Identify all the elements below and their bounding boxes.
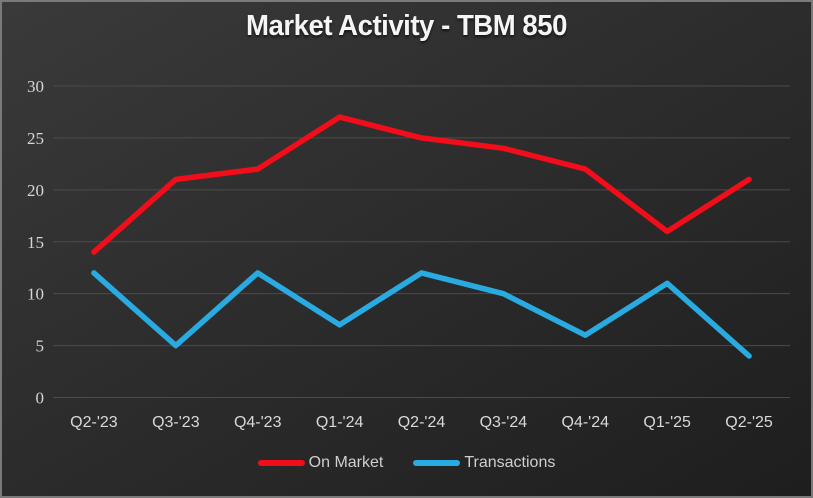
x-axis-category-label: Q3-'23	[152, 414, 200, 431]
chart-title: Market Activity - TBM 850	[246, 10, 567, 42]
legend-label-on-market: On Market	[308, 454, 384, 471]
legend-item-on-market: On Market	[257, 454, 384, 472]
series-line-on-market	[91, 114, 752, 255]
x-axis-category-label: Q2-'24	[398, 414, 446, 431]
y-axis-tick-label: 5	[36, 337, 45, 356]
legend-swatch-transactions	[413, 460, 461, 466]
x-axis-category-label: Q4-'23	[234, 414, 282, 431]
y-axis-tick-label: 0	[36, 389, 45, 408]
x-axis-category-label: Q2-'25	[725, 414, 773, 431]
x-axis-category-label: Q1-'25	[643, 414, 691, 431]
x-axis-category-label: Q4-'24	[562, 414, 610, 431]
y-axis-tick-label: 15	[27, 233, 44, 252]
legend-label-transactions: Transactions	[464, 454, 556, 471]
series-line-transactions	[91, 270, 752, 359]
chart-legend: On Market Transactions	[2, 454, 811, 472]
y-axis-tick-label: 20	[27, 181, 44, 200]
x-axis-category-label: Q3-'24	[480, 414, 528, 431]
legend-item-transactions: Transactions	[413, 454, 555, 472]
y-axis-tick-label: 30	[27, 77, 44, 96]
y-axis-tick-label: 25	[27, 129, 44, 148]
y-axis-tick-label: 10	[27, 285, 44, 304]
x-axis-category-label: Q2-'23	[70, 414, 118, 431]
x-axis-category-label: Q1-'24	[316, 414, 364, 431]
legend-swatch-on-market	[257, 460, 305, 466]
